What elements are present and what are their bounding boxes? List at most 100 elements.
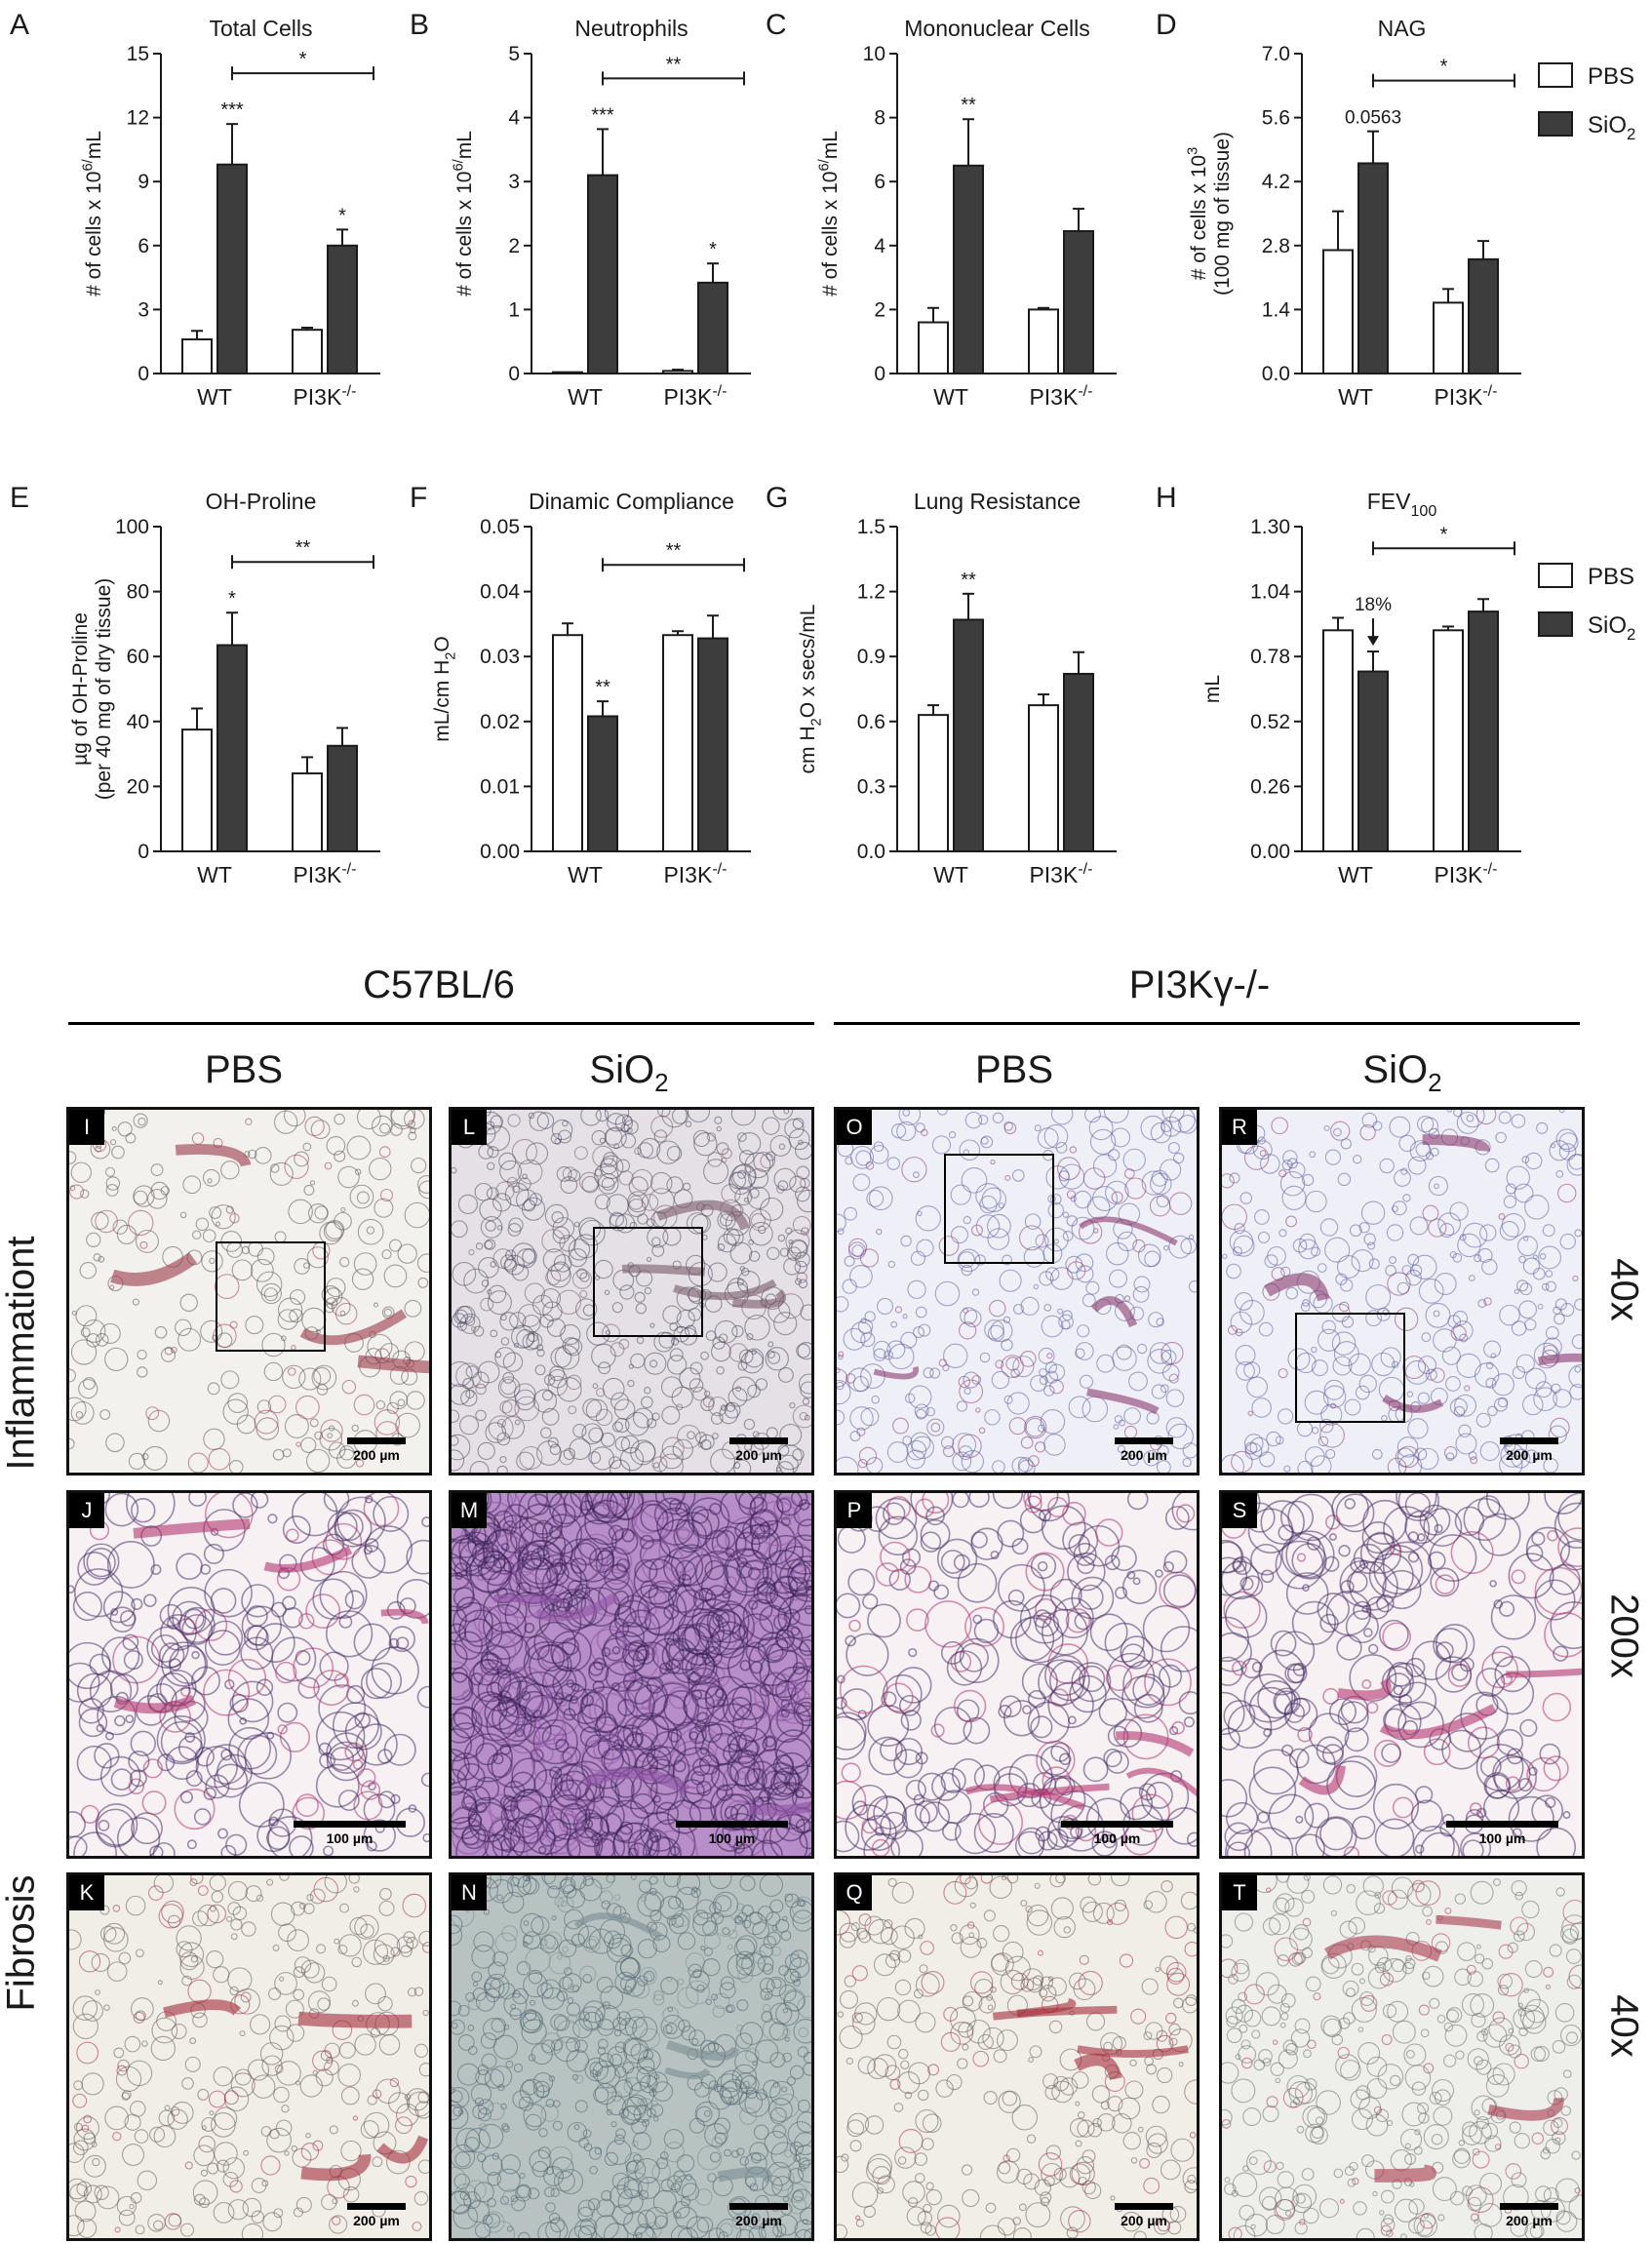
histology-image-k: K 200 µm xyxy=(66,1872,432,2241)
tissue-texture xyxy=(837,1493,1197,1856)
histology-image-t: T 200 µm xyxy=(1219,1872,1585,2241)
tissue-texture xyxy=(837,1875,1197,2238)
chart-title: Neutrophils xyxy=(574,16,688,41)
y-axis-label: µg of OH-Proline xyxy=(69,612,92,766)
tissue-texture xyxy=(452,1493,811,1856)
x-tick-label: PI3K-/-​ xyxy=(293,860,356,887)
y-tick-label: 1.04 xyxy=(1250,581,1290,604)
x-tick-label: PI3K-/-​ xyxy=(1029,860,1092,887)
scale-bar xyxy=(294,1821,406,1828)
annotation-arrowhead xyxy=(1367,636,1379,647)
x-tick-label: PI3K-/-​ xyxy=(663,382,727,410)
legend-label: SiO2​ xyxy=(1588,112,1635,143)
chart-title: Mononuclear Cells xyxy=(904,16,1089,41)
chart-panel-e: E OH-Proline 0 20 40 60 80 100 µg of OH-Proline(… xyxy=(10,482,380,887)
panel-letter: D xyxy=(1156,9,1177,41)
y-axis-label: cm H2O x secs/mL xyxy=(797,605,824,774)
scale-bar xyxy=(729,2203,788,2210)
zoom-region-box xyxy=(1295,1313,1406,1424)
bar xyxy=(292,772,323,853)
y-tick-label: 4 xyxy=(874,235,885,257)
y-tick-label: 0.3 xyxy=(857,775,885,798)
y-tick-label: 6 xyxy=(138,235,149,257)
histology-image-s: S 100 µm xyxy=(1219,1490,1585,1859)
histology-panel-letter: N xyxy=(452,1875,487,1910)
y-tick-label: 1.2 xyxy=(857,581,885,604)
histology-image-j: J 100 µm xyxy=(66,1490,432,1859)
chart-title: Lung Resistance xyxy=(914,489,1081,514)
y-axis-label: mL xyxy=(1201,675,1224,703)
scale-bar xyxy=(1500,1437,1558,1444)
panel-letter: B xyxy=(410,9,429,41)
chart-panel-h: H FEV100​ 0.00 0.26 0.52 0.78 1.04 1.30 mL 18% WT P… xyxy=(1156,482,1521,887)
y-tick-label: 1 xyxy=(508,298,520,321)
bar xyxy=(552,371,583,374)
significance-label: * xyxy=(709,239,717,260)
bar xyxy=(953,164,984,374)
bar xyxy=(1357,670,1389,852)
bar xyxy=(216,163,248,374)
legend: PBS SiO2​ xyxy=(1538,62,1635,143)
tissue-texture xyxy=(69,1875,429,2238)
magnification-label: 40x xyxy=(1602,1258,1646,1321)
y-tick-label: 0.0 xyxy=(857,841,885,863)
tissue-texture xyxy=(69,1110,429,1473)
bar xyxy=(662,370,693,375)
panel-letter: H xyxy=(1156,482,1177,514)
zoom-region-box xyxy=(216,1241,327,1353)
y-tick-label: 9 xyxy=(138,171,149,193)
tissue-texture xyxy=(1222,1493,1582,1856)
y-axis-label: # of cells x 106/​mL xyxy=(81,131,105,296)
scale-bar xyxy=(347,1437,406,1444)
histology-panel-letter: M xyxy=(452,1493,487,1528)
bar xyxy=(552,634,583,852)
group-rule-right xyxy=(834,1022,1580,1025)
y-tick-label: 20 xyxy=(127,775,149,798)
legend-swatch xyxy=(1538,62,1573,88)
data-annotation: 18% xyxy=(1355,595,1392,615)
histology-image-i: I 200 µm xyxy=(66,1107,432,1476)
x-tick-label: PI3K-/-​ xyxy=(1434,860,1497,887)
bar xyxy=(918,714,949,853)
y-tick-label: 0.02 xyxy=(480,711,520,733)
histology-panel-letter: I xyxy=(69,1110,104,1145)
histology-image-p: P 100 µm xyxy=(834,1490,1200,1859)
x-tick-label: PI3K-/-​ xyxy=(663,860,727,887)
bracket-significance-label: ** xyxy=(666,54,682,75)
legend-label: PBS xyxy=(1588,564,1634,590)
y-tick-label: 0.01 xyxy=(480,775,520,798)
panel-letter: A xyxy=(10,9,29,41)
group-label-pi3k: PI3Kγ-/- xyxy=(1128,964,1271,1006)
chart-panel-a: A Total Cells 0 3 6 9 12 15 # of cells x 106/​mL… xyxy=(10,9,380,410)
chart-panel-c: C Mononuclear Cells 0 2 4 6 8 10 # of cells x 10… xyxy=(766,9,1117,410)
x-tick-label: WT xyxy=(1338,384,1373,410)
histology-image-n: N 200 µm xyxy=(449,1872,814,2241)
scale-bar-label: 200 µm xyxy=(1121,2213,1167,2228)
scale-bar-label: 200 µm xyxy=(1506,1447,1553,1463)
y-tick-label: 0.04 xyxy=(480,581,520,604)
histology-image-o: O 200 µm xyxy=(834,1107,1200,1476)
x-tick-label: WT xyxy=(568,384,603,410)
panel-letter: G xyxy=(766,482,788,514)
bar xyxy=(1063,230,1094,374)
y-tick-label: 0.26 xyxy=(1250,775,1290,798)
bar xyxy=(587,174,618,374)
y-tick-label: 6 xyxy=(874,171,885,193)
magnification-label: 40x xyxy=(1602,1994,1646,2058)
y-tick-label: 5 xyxy=(508,43,520,65)
chart-title: FEV100​ xyxy=(1367,489,1437,520)
y-tick-label: 12 xyxy=(127,107,149,130)
scale-bar-label: 100 µm xyxy=(1093,1830,1141,1846)
scale-bar xyxy=(1115,1437,1173,1444)
bar xyxy=(181,338,213,375)
column-label-pbs: PBS xyxy=(974,1048,1054,1091)
tissue-texture xyxy=(1222,1875,1582,2238)
histology-image-q: Q 200 µm xyxy=(834,1872,1200,2241)
histology-panel-letter: P xyxy=(837,1493,872,1528)
tissue-texture xyxy=(69,1493,429,1856)
y-tick-label: 0 xyxy=(138,841,149,863)
histology-image-l: L 200 µm xyxy=(449,1107,814,1476)
y-tick-label: 4 xyxy=(508,107,520,130)
legend-swatch xyxy=(1538,611,1573,637)
